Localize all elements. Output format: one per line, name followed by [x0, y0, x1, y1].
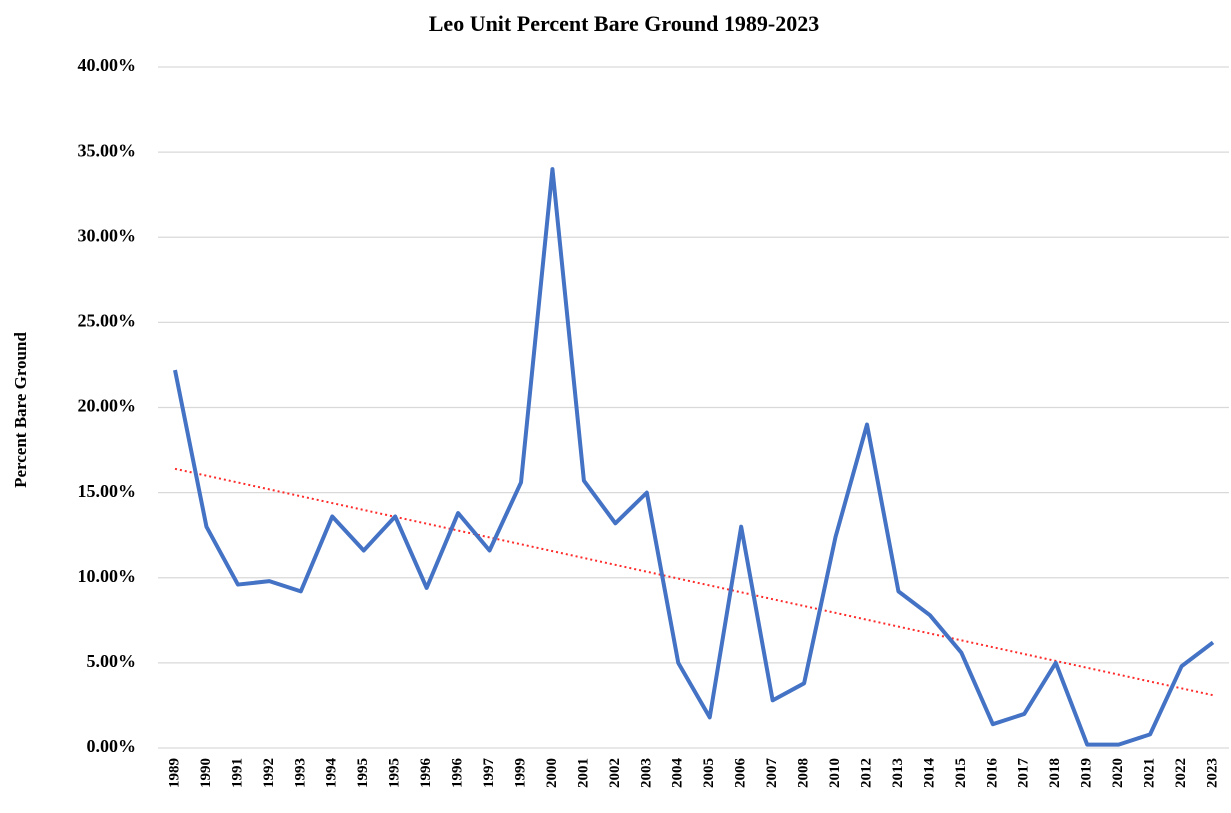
x-tick-label: 2014	[921, 758, 937, 789]
x-tick-label: 2017	[1016, 758, 1032, 789]
data-line	[173, 167, 1215, 747]
x-tick-label: 1997	[481, 758, 497, 789]
x-tick-label: 2007	[764, 758, 780, 789]
x-tick-label: 2002	[607, 758, 623, 788]
x-tick-label: 2016	[984, 758, 1000, 789]
x-tick-label: 2012	[858, 758, 874, 788]
x-tick-label: 1995	[387, 758, 403, 788]
chart-title: Leo Unit Percent Bare Ground 1989-2023	[429, 11, 819, 36]
x-tick-label: 1989	[166, 758, 182, 788]
x-tick-label: 2020	[1110, 758, 1126, 788]
x-tick-label: 1999	[512, 758, 528, 788]
x-tick-label: 1994	[324, 758, 340, 789]
x-tick-label: 2019	[1079, 758, 1095, 788]
x-tick-label: 2008	[796, 758, 812, 788]
x-tick-label: 2004	[670, 758, 686, 789]
y-axis-label: Percent Bare Ground	[11, 332, 30, 488]
y-tick-label: 10.00%	[78, 566, 137, 586]
x-tick-label: 1996	[418, 758, 434, 789]
x-tick-label: 1996	[450, 758, 466, 789]
x-tick-label: 2022	[1173, 758, 1189, 788]
x-tick-label: 2018	[1047, 758, 1063, 788]
y-tick-label: 20.00%	[78, 396, 137, 416]
y-tick-label: 40.00%	[78, 55, 137, 75]
x-tick-label: 2001	[575, 758, 591, 788]
y-tick-label: 25.00%	[78, 311, 137, 331]
x-tick-label: 2015	[953, 758, 969, 788]
x-tick-label: 1993	[292, 758, 308, 788]
x-tick-label: 2006	[733, 758, 749, 789]
x-tick-label: 2023	[1204, 758, 1220, 788]
x-tick-label: 1990	[198, 758, 214, 788]
x-tick-label: 2010	[827, 758, 843, 788]
x-tick-label: 2000	[544, 758, 560, 788]
x-tick-label: 2005	[701, 758, 717, 788]
x-tick-label: 1991	[229, 758, 245, 788]
trendline	[174, 467, 1214, 697]
y-tick-label: 30.00%	[78, 225, 137, 245]
x-tick-label: 1992	[261, 758, 277, 788]
x-tick-label: 2021	[1142, 758, 1158, 788]
y-tick-label: 5.00%	[87, 651, 137, 671]
x-tick-label: 1995	[355, 758, 371, 788]
x-tick-label: 2003	[638, 758, 654, 788]
y-tick-label: 15.00%	[78, 481, 137, 501]
x-tick-label: 2013	[890, 758, 906, 788]
y-tick-label: 35.00%	[78, 140, 137, 160]
y-tick-label: 0.00%	[87, 736, 137, 756]
